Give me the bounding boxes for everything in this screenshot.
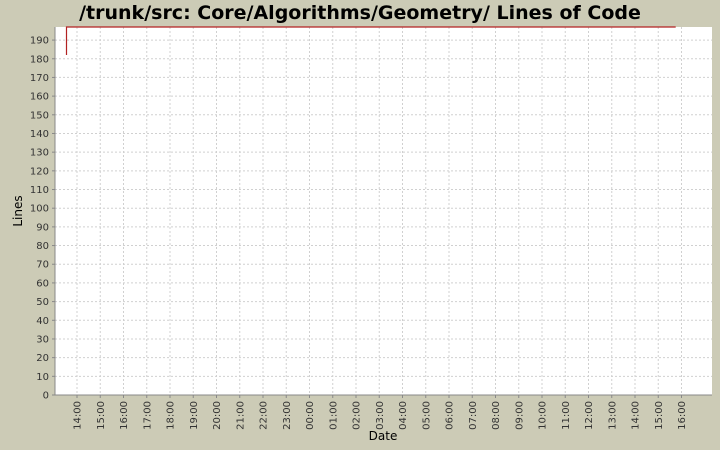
x-tick-label: 06:00 xyxy=(445,401,456,430)
x-tick-label: 14:00 xyxy=(631,401,642,430)
x-tick-label: 16:00 xyxy=(677,401,688,430)
y-tick-label: 130 xyxy=(30,148,49,159)
y-tick-label: 10 xyxy=(36,372,49,383)
y-tick-label: 40 xyxy=(36,316,49,327)
x-tick-label: 22:00 xyxy=(259,401,270,430)
y-tick-label: 120 xyxy=(30,166,49,177)
x-tick-label: 04:00 xyxy=(398,401,409,430)
series-line xyxy=(65,26,676,55)
y-tick-label: 30 xyxy=(36,334,49,345)
y-tick-label: 50 xyxy=(36,297,49,308)
x-tick-label: 16:00 xyxy=(119,401,130,430)
x-tick-label: 18:00 xyxy=(166,401,177,430)
x-tick-label: 21:00 xyxy=(235,401,246,430)
x-tick-label: 10:00 xyxy=(538,401,549,430)
x-tick-label: 11:00 xyxy=(561,401,572,430)
y-tick-label: 80 xyxy=(36,241,49,252)
x-tick-label: 07:00 xyxy=(468,401,479,430)
x-tick-label: 00:00 xyxy=(305,401,316,430)
y-tick-label: 20 xyxy=(36,353,49,364)
x-tick-label: 14:00 xyxy=(73,401,84,430)
x-tick-label: 20:00 xyxy=(212,401,223,430)
y-tick-label: 190 xyxy=(30,36,49,47)
x-tick-label: 23:00 xyxy=(282,401,293,430)
y-tick-label: 140 xyxy=(30,129,49,140)
y-tick-label: 180 xyxy=(30,54,49,65)
y-tick-label: 90 xyxy=(36,222,49,233)
x-tick-label: 15:00 xyxy=(96,401,107,430)
plot-area xyxy=(55,27,712,395)
x-tick-label: 03:00 xyxy=(375,401,386,430)
x-tick-label: 15:00 xyxy=(654,401,665,430)
x-tick-label: 19:00 xyxy=(189,401,200,430)
x-tick-label: 09:00 xyxy=(514,401,525,430)
y-tick-label: 100 xyxy=(30,204,49,215)
x-tick-label: 05:00 xyxy=(421,401,432,430)
x-tick-label: 13:00 xyxy=(607,401,618,430)
y-tick-label: 170 xyxy=(30,73,49,84)
y-tick-label: 160 xyxy=(30,92,49,103)
y-tick-label: 110 xyxy=(30,185,49,196)
chart-title: /trunk/src: Core/Algorithms/Geometry/ Li… xyxy=(79,2,641,24)
y-tick-label: 70 xyxy=(36,260,49,271)
x-tick-label: 01:00 xyxy=(328,401,339,430)
x-axis-label: Date xyxy=(369,429,398,443)
x-tick-label: 17:00 xyxy=(142,401,153,430)
x-tick-label: 08:00 xyxy=(491,401,502,430)
y-tick-label: 150 xyxy=(30,110,49,121)
y-tick-label: 60 xyxy=(36,278,49,289)
y-axis-label: Lines xyxy=(11,195,25,226)
y-tick-label: 0 xyxy=(43,391,49,402)
x-tick-label: 02:00 xyxy=(352,401,363,430)
x-tick-label: 12:00 xyxy=(584,401,595,430)
